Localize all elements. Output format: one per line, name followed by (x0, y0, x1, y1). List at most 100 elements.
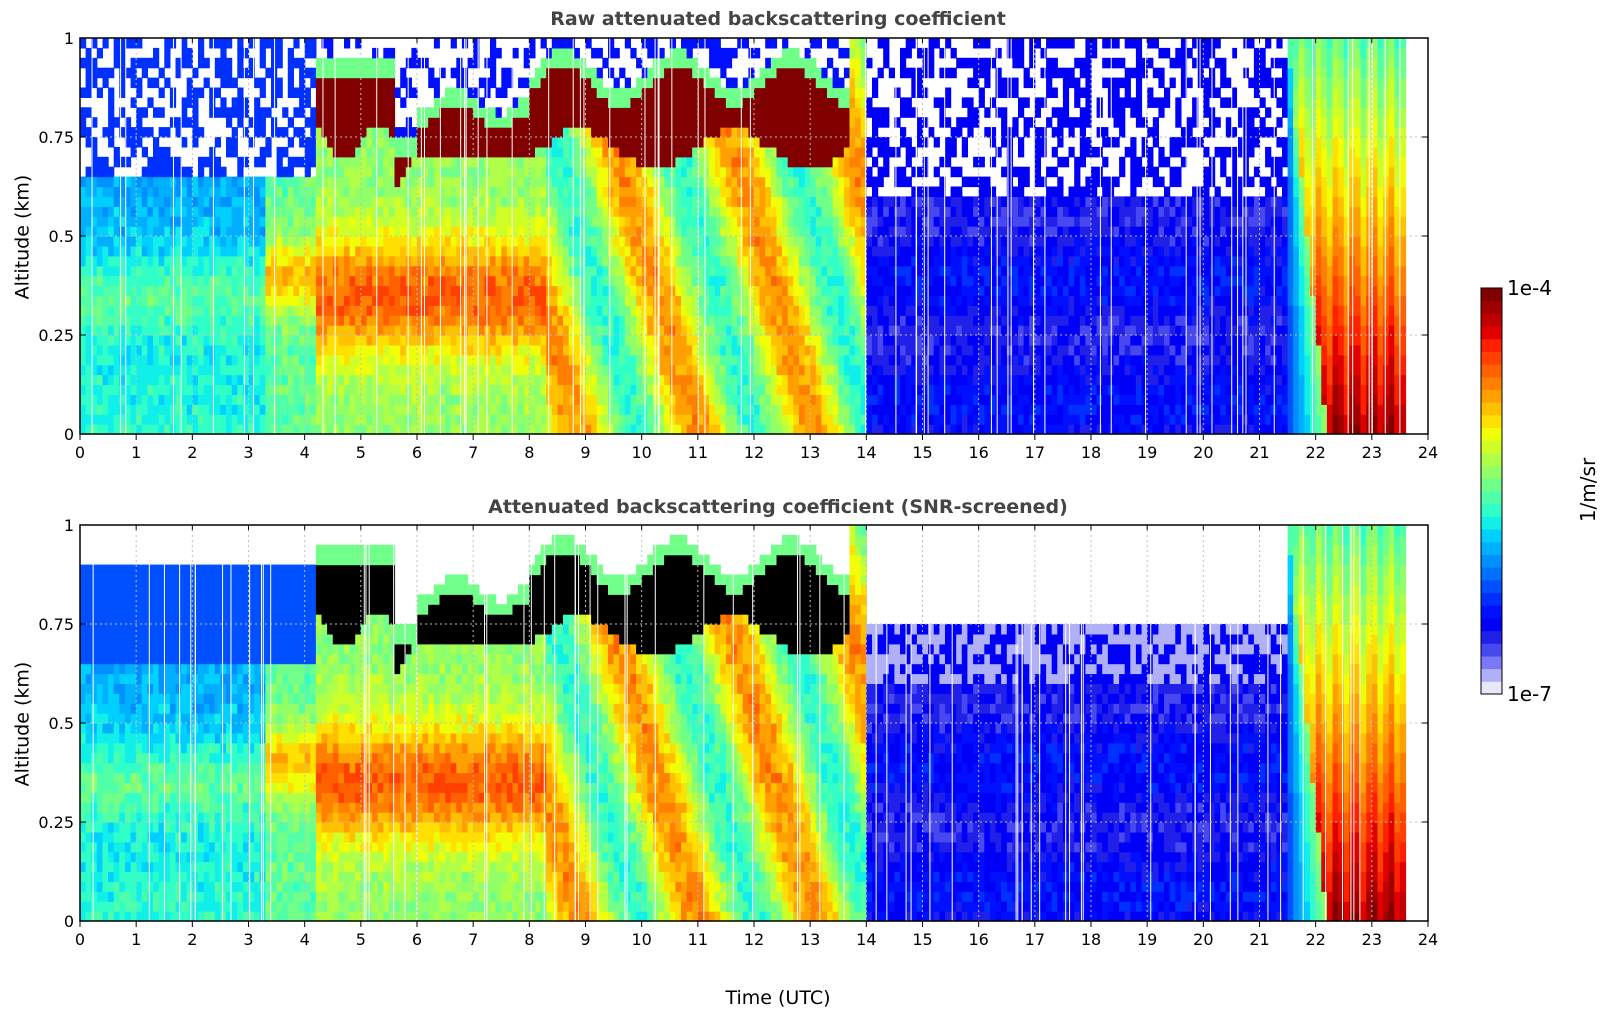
heatmap-cell (383, 355, 389, 366)
heatmap-cell (754, 97, 760, 108)
heatmap-cell (338, 147, 344, 158)
heatmap-cell (737, 424, 743, 435)
heatmap-cell (827, 97, 833, 108)
heatmap-cell (535, 97, 541, 108)
heatmap-cell (844, 107, 850, 118)
heatmap-cell (204, 325, 210, 336)
heatmap-cell (226, 305, 232, 316)
heatmap-cell (777, 117, 783, 128)
heatmap-cell (552, 375, 558, 386)
heatmap-cell (400, 385, 406, 396)
heatmap-cell (265, 325, 271, 336)
heatmap-cell (810, 315, 816, 326)
heatmap-cell (743, 365, 749, 376)
heatmap-cell (827, 375, 833, 386)
heatmap-cell (305, 177, 311, 188)
heatmap-cell (333, 345, 339, 356)
heatmap-cell (479, 355, 485, 366)
heatmap-cell (114, 315, 120, 326)
heatmap-cell (687, 295, 693, 306)
heatmap-cell (715, 315, 721, 326)
heatmap-cell (215, 266, 221, 277)
heatmap-cell (844, 276, 850, 287)
heatmap-cell (569, 365, 575, 376)
heatmap-cell (215, 355, 221, 366)
heatmap-cell (164, 196, 170, 207)
heatmap-cell (844, 315, 850, 326)
heatmap-cell (546, 315, 552, 326)
heatmap-cell (535, 117, 541, 128)
heatmap-cell (698, 345, 704, 356)
heatmap-cell (681, 335, 687, 346)
heatmap-cell (591, 177, 597, 188)
heatmap-cell (153, 335, 159, 346)
heatmap-cell (417, 335, 423, 346)
heatmap-cell (232, 276, 238, 287)
heatmap-cell (383, 157, 389, 168)
heatmap-cell (777, 177, 783, 188)
heatmap-cell (850, 335, 856, 346)
heatmap-cell (850, 246, 856, 257)
heatmap-cell (215, 394, 221, 405)
heatmap-cell (451, 355, 457, 366)
heatmap-cell (850, 236, 856, 247)
heatmap-cell (591, 137, 597, 148)
heatmap-cell (310, 315, 316, 326)
heatmap-cell (254, 246, 260, 257)
heatmap-cell (754, 385, 760, 396)
heatmap-cell (86, 315, 92, 326)
heatmap-cell (529, 246, 535, 257)
heatmap-cell (810, 196, 816, 207)
heatmap-cell (260, 196, 266, 207)
heatmap-cell (372, 137, 378, 148)
heatmap-cell (395, 226, 401, 237)
heatmap-cell (833, 355, 839, 366)
heatmap-cell (541, 325, 547, 336)
heatmap-cell (670, 236, 676, 247)
heatmap-cell (451, 404, 457, 415)
heatmap-cell (310, 68, 316, 79)
heatmap-cell (574, 375, 580, 386)
heatmap-cell (215, 286, 221, 297)
heatmap-cell (670, 276, 676, 287)
heatmap-cell (546, 335, 552, 346)
heatmap-cell (389, 58, 395, 69)
heatmap-cell (327, 286, 333, 297)
heatmap-cell (535, 68, 541, 79)
heatmap-cell (833, 375, 839, 386)
heatmap-cell (164, 276, 170, 287)
heatmap-cell (788, 335, 794, 346)
heatmap-cell (546, 216, 552, 227)
heatmap-cell (277, 78, 283, 89)
heatmap-cell (378, 88, 384, 99)
heatmap-cell (316, 424, 322, 435)
heatmap-cell (810, 78, 816, 89)
heatmap-cell (344, 177, 350, 188)
heatmap-cell (305, 424, 311, 435)
heatmap-cell (445, 97, 451, 108)
heatmap-cell (614, 78, 620, 89)
heatmap-cell (400, 226, 406, 237)
heatmap-cell (675, 206, 681, 217)
heatmap-cell (664, 246, 670, 257)
heatmap-cell (322, 58, 328, 69)
heatmap-cell (215, 246, 221, 257)
heatmap-cell (844, 177, 850, 188)
heatmap-cell (743, 107, 749, 118)
heatmap-cell (788, 246, 794, 257)
heatmap-cell (282, 394, 288, 405)
heatmap-cell (732, 157, 738, 168)
heatmap-cell (833, 305, 839, 316)
heatmap-cell (344, 78, 350, 89)
heatmap-cell (771, 266, 777, 277)
heatmap-cell (484, 305, 490, 316)
heatmap-cell (586, 335, 592, 346)
heatmap-cell (108, 365, 114, 376)
heatmap-cell (597, 107, 603, 118)
heatmap-cell (490, 295, 496, 306)
heatmap-cell (799, 107, 805, 118)
heatmap-cell (777, 196, 783, 207)
heatmap-cell (338, 424, 344, 435)
heatmap-cell (293, 226, 299, 237)
heatmap-cell (411, 206, 417, 217)
